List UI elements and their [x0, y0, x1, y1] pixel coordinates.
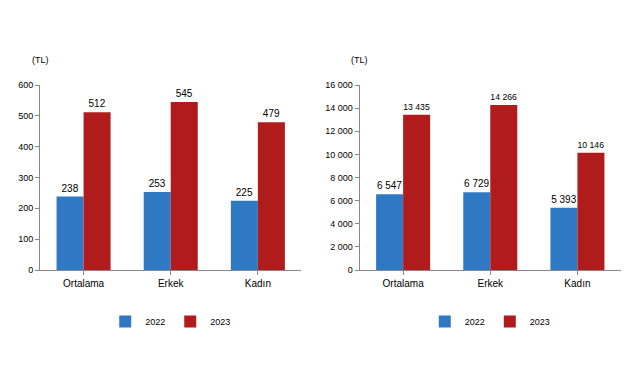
svg-text:12 000: 12 000: [325, 126, 353, 136]
svg-text:(TL): (TL): [32, 55, 49, 65]
svg-text:400: 400: [18, 142, 33, 152]
svg-text:Ortalama: Ortalama: [63, 278, 105, 289]
svg-text:300: 300: [18, 173, 33, 183]
svg-text:100: 100: [18, 234, 33, 244]
svg-text:479: 479: [263, 108, 280, 119]
svg-text:13 435: 13 435: [403, 102, 430, 112]
svg-text:14 000: 14 000: [325, 103, 353, 113]
svg-text:Erkek: Erkek: [477, 278, 504, 289]
svg-text:2 000: 2 000: [330, 242, 353, 252]
svg-text:8 000: 8 000: [330, 173, 353, 183]
svg-text:545: 545: [176, 88, 193, 99]
svg-text:Erkek: Erkek: [158, 278, 185, 289]
svg-text:2023: 2023: [530, 317, 550, 327]
svg-text:2022: 2022: [465, 317, 485, 327]
svg-text:225: 225: [236, 187, 253, 198]
svg-text:0: 0: [348, 265, 353, 275]
svg-text:(TL): (TL): [351, 55, 368, 65]
svg-text:Kadın: Kadın: [245, 278, 271, 289]
svg-text:2023: 2023: [210, 317, 230, 327]
svg-text:512: 512: [89, 98, 106, 109]
svg-text:10 000: 10 000: [325, 150, 353, 160]
svg-text:253: 253: [149, 178, 166, 189]
svg-text:6 000: 6 000: [330, 196, 353, 206]
svg-text:0: 0: [28, 265, 33, 275]
svg-text:14 266: 14 266: [490, 92, 517, 102]
svg-text:4 000: 4 000: [330, 219, 353, 229]
svg-text:500: 500: [18, 111, 33, 121]
svg-text:6 547: 6 547: [377, 180, 402, 191]
svg-text:Ortalama: Ortalama: [383, 278, 425, 289]
svg-text:10 146: 10 146: [577, 140, 604, 150]
svg-text:600: 600: [18, 80, 33, 90]
svg-text:238: 238: [62, 183, 79, 194]
svg-text:5 393: 5 393: [551, 194, 576, 205]
svg-text:16 000: 16 000: [325, 80, 353, 90]
svg-text:Kadın: Kadın: [564, 278, 590, 289]
svg-text:200: 200: [18, 203, 33, 213]
svg-text:6 729: 6 729: [464, 178, 489, 189]
svg-text:2022: 2022: [145, 317, 165, 327]
